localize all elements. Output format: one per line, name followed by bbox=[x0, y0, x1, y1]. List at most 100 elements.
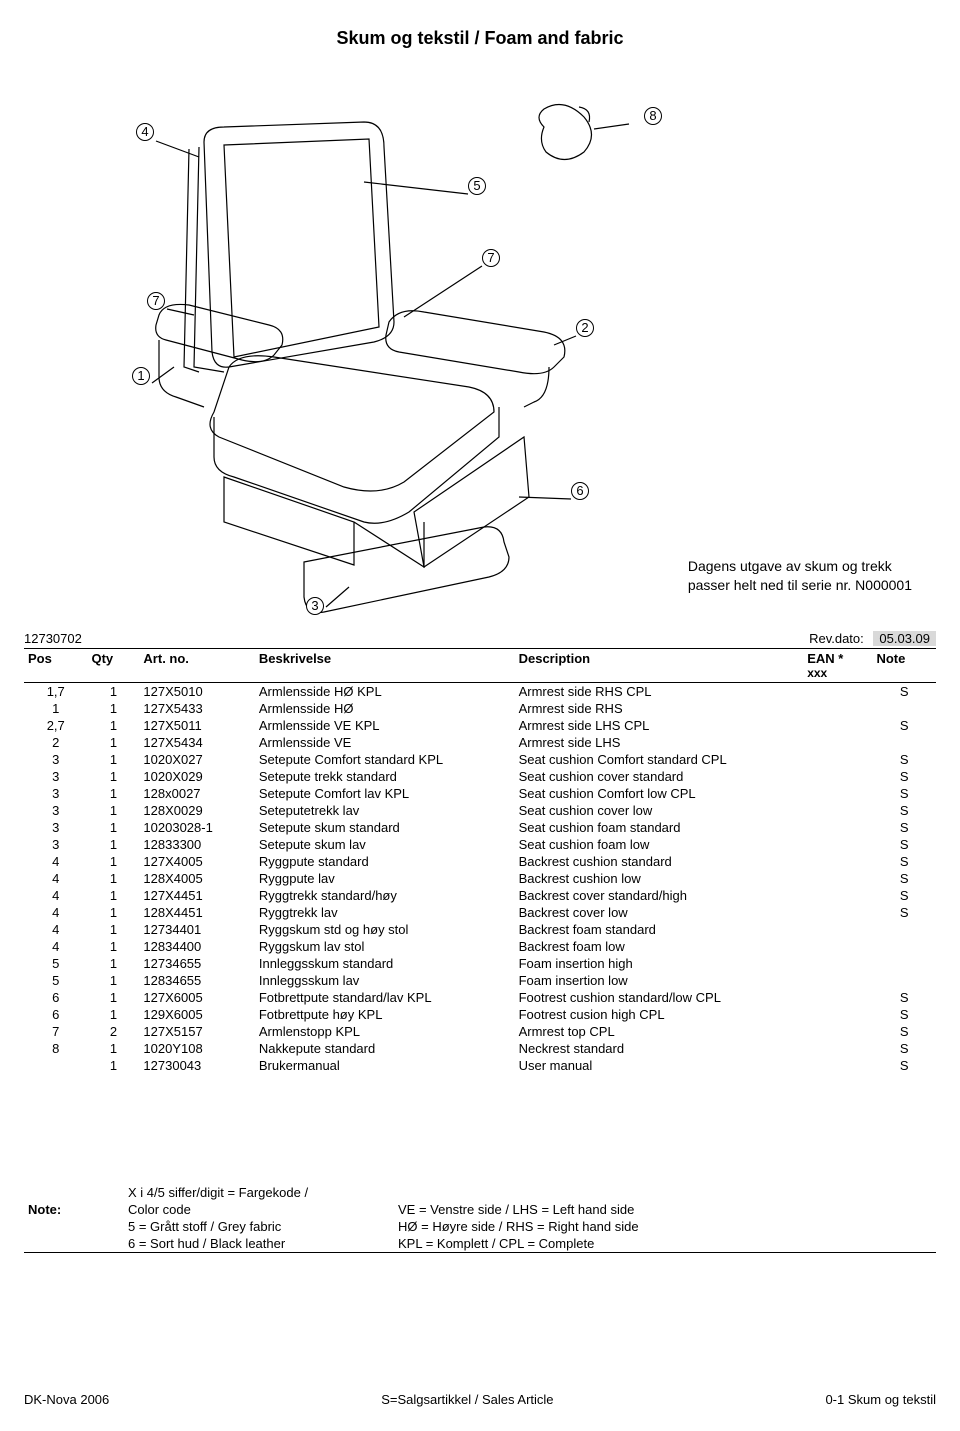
table-row: 5112834655Innleggsskum lavFoam insertion… bbox=[24, 972, 936, 989]
table-row: 811020Y108Nakkepute standardNeckrest sta… bbox=[24, 1040, 936, 1057]
cell-qty: 1 bbox=[87, 1006, 139, 1023]
cell-ean bbox=[803, 1023, 872, 1040]
cell-qty: 1 bbox=[87, 887, 139, 904]
footer-right: 0-1 Skum og tekstil bbox=[825, 1392, 936, 1407]
cell-desc: Backrest foam standard bbox=[515, 921, 804, 938]
cell-note: S bbox=[872, 989, 936, 1006]
callout-3-label: 3 bbox=[306, 597, 324, 615]
cell-ean bbox=[803, 785, 872, 802]
parts-table-head: Pos Qty Art. no. Beskrivelse Description… bbox=[24, 649, 936, 683]
table-row: 2,71127X5011Armlensside VE KPLArmrest si… bbox=[24, 717, 936, 734]
rev-label: Rev.dato: bbox=[809, 631, 864, 646]
cell-besk: Setepute trekk standard bbox=[255, 768, 515, 785]
cell-ean bbox=[803, 802, 872, 819]
legend-right-1: VE = Venstre side / LHS = Left hand side bbox=[394, 1201, 936, 1218]
cell-desc: Backrest foam low bbox=[515, 938, 804, 955]
cell-ean bbox=[803, 768, 872, 785]
legend-note-label: Note: bbox=[24, 1201, 124, 1218]
cell-desc: Seat cushion foam low bbox=[515, 836, 804, 853]
th-qty: Qty bbox=[87, 649, 139, 683]
cell-pos: 4 bbox=[24, 853, 87, 870]
cell-pos: 3 bbox=[24, 802, 87, 819]
callout-2: 2 bbox=[576, 319, 594, 337]
callout-8-label: 8 bbox=[644, 107, 662, 125]
cell-pos: 1,7 bbox=[24, 683, 87, 701]
meta-row: 12730702 Rev.dato: 05.03.09 bbox=[24, 631, 936, 646]
table-row: 311020X029Setepute trekk standardSeat cu… bbox=[24, 768, 936, 785]
cell-note: S bbox=[872, 1006, 936, 1023]
table-row: 112730043BrukermanualUser manualS bbox=[24, 1057, 936, 1074]
cell-note bbox=[872, 972, 936, 989]
cell-desc: Footrest cushion standard/low CPL bbox=[515, 989, 804, 1006]
series-caption: Dagens utgave av skum og trekk passer he… bbox=[688, 557, 912, 595]
table-row: 72127X5157Armlenstopp KPLArmrest top CPL… bbox=[24, 1023, 936, 1040]
th-ean: EAN * xxx bbox=[803, 649, 872, 683]
page-footer: DK-Nova 2006 S=Salgsartikkel / Sales Art… bbox=[24, 1392, 936, 1407]
cell-note: S bbox=[872, 802, 936, 819]
parts-table-body: 1,71127X5010Armlensside HØ KPLArmrest si… bbox=[24, 683, 936, 1075]
cell-art: 128X4005 bbox=[139, 870, 254, 887]
table-row: 41128X4005Ryggpute lavBackrest cushion l… bbox=[24, 870, 936, 887]
table-row: 41127X4005Ryggpute standardBackrest cush… bbox=[24, 853, 936, 870]
cell-desc: Seat cushion Comfort low CPL bbox=[515, 785, 804, 802]
callout-6: 6 bbox=[571, 482, 589, 500]
cell-desc: Seat cushion cover standard bbox=[515, 768, 804, 785]
cell-note: S bbox=[872, 683, 936, 701]
cell-besk: Ryggpute standard bbox=[255, 853, 515, 870]
cell-qty: 1 bbox=[87, 955, 139, 972]
callout-6-label: 6 bbox=[571, 482, 589, 500]
cell-desc: Seat cushion cover low bbox=[515, 802, 804, 819]
cell-note: S bbox=[872, 768, 936, 785]
callout-7b-label: 7 bbox=[482, 249, 500, 267]
cell-art: 1020X029 bbox=[139, 768, 254, 785]
rev-block: Rev.dato: 05.03.09 bbox=[809, 631, 936, 646]
cell-qty: 1 bbox=[87, 717, 139, 734]
th-besk: Beskrivelse bbox=[255, 649, 515, 683]
cell-qty: 1 bbox=[87, 768, 139, 785]
cell-ean bbox=[803, 700, 872, 717]
cell-pos: 1 bbox=[24, 700, 87, 717]
rev-date: 05.03.09 bbox=[873, 631, 936, 646]
cell-pos: 8 bbox=[24, 1040, 87, 1057]
cell-desc: Armrest side RHS CPL bbox=[515, 683, 804, 701]
cell-ean bbox=[803, 734, 872, 751]
callout-3: 3 bbox=[306, 597, 324, 615]
cell-art: 1020Y108 bbox=[139, 1040, 254, 1057]
cell-ean bbox=[803, 904, 872, 921]
cell-pos: 5 bbox=[24, 972, 87, 989]
cell-art: 12734401 bbox=[139, 921, 254, 938]
cell-art: 1020X027 bbox=[139, 751, 254, 768]
legend-left-3: 6 = Sort hud / Black leather bbox=[124, 1235, 394, 1253]
table-row: 3112833300Setepute skum lavSeat cushion … bbox=[24, 836, 936, 853]
cell-besk: Ryggtrekk standard/høy bbox=[255, 887, 515, 904]
cell-note: S bbox=[872, 853, 936, 870]
cell-qty: 1 bbox=[87, 972, 139, 989]
cell-art: 12734655 bbox=[139, 955, 254, 972]
cell-desc: Seat cushion Comfort standard CPL bbox=[515, 751, 804, 768]
cell-note bbox=[872, 700, 936, 717]
cell-note: S bbox=[872, 1057, 936, 1074]
callout-1: 1 bbox=[132, 367, 150, 385]
cell-ean bbox=[803, 955, 872, 972]
cell-art: 127X5433 bbox=[139, 700, 254, 717]
caption-line1: Dagens utgave av skum og trekk bbox=[688, 557, 912, 576]
cell-art: 127X5157 bbox=[139, 1023, 254, 1040]
cell-art: 129X6005 bbox=[139, 1006, 254, 1023]
exploded-diagram: 4 8 5 7 7 2 1 6 3 Dagens utgave av skum … bbox=[24, 67, 936, 627]
page: Skum og tekstil / Foam and fabric bbox=[0, 0, 960, 1431]
table-row: 4112834400Ryggskum lav stolBackrest foam… bbox=[24, 938, 936, 955]
cell-desc: User manual bbox=[515, 1057, 804, 1074]
table-row: 311020X027Setepute Comfort standard KPLS… bbox=[24, 751, 936, 768]
cell-note bbox=[872, 921, 936, 938]
cell-ean bbox=[803, 751, 872, 768]
cell-desc: Footrest cusion high CPL bbox=[515, 1006, 804, 1023]
parts-table: Pos Qty Art. no. Beskrivelse Description… bbox=[24, 648, 936, 1074]
cell-note: S bbox=[872, 1023, 936, 1040]
cell-desc: Armrest top CPL bbox=[515, 1023, 804, 1040]
cell-qty: 1 bbox=[87, 989, 139, 1006]
cell-besk: Armlensside VE bbox=[255, 734, 515, 751]
cell-note: S bbox=[872, 836, 936, 853]
cell-pos: 4 bbox=[24, 904, 87, 921]
cell-note bbox=[872, 734, 936, 751]
th-note: Note bbox=[872, 649, 936, 683]
